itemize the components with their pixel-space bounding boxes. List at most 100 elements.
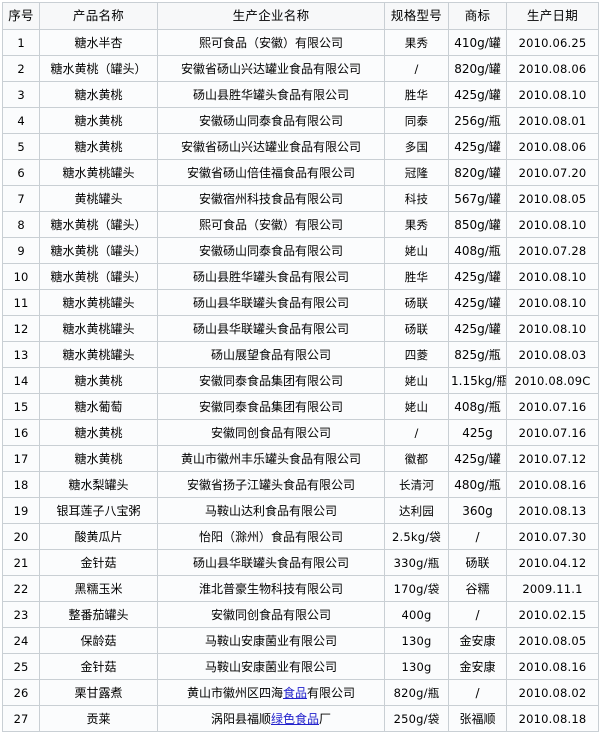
cell-enterprise-name: 安徽省砀山倍佳福食品有限公司 — [157, 159, 385, 186]
cell-product-name: 糖水黄桃 — [39, 81, 158, 108]
cell-sequence-number: 2 — [2, 55, 40, 82]
cell-production-date: 2010.07.12 — [506, 445, 599, 472]
cell-trademark: / — [448, 679, 507, 706]
table-row: 22 黑糯玉米 淮北普豪生物科技有限公司 170g/袋 谷糯 2009.11.1 — [2, 575, 599, 602]
cell-trademark: 砀联 — [448, 549, 507, 576]
cell-enterprise-name: 黄山市徽州丰乐罐头食品有限公司 — [157, 445, 385, 472]
enterprise-name-text: 黄山市徽州丰乐罐头食品有限公司 — [180, 451, 361, 466]
cell-specification: 科技 — [384, 185, 449, 212]
cell-sequence-number: 8 — [2, 211, 40, 238]
enterprise-name-text: 熙可食品（安徽）有限公司 — [198, 35, 343, 50]
enterprise-name-text: 安徽同泰食品集团有限公司 — [198, 373, 343, 388]
enterprise-name-link[interactable]: 食品 — [282, 685, 307, 700]
cell-sequence-number: 21 — [2, 549, 40, 576]
cell-production-date: 2010.08.02 — [506, 679, 599, 706]
cell-enterprise-name[interactable]: 涡阳县福顺绿色食品厂 — [157, 705, 385, 732]
cell-product-name: 金针菇 — [39, 549, 158, 576]
cell-enterprise-name: 马鞍山安康菌业有限公司 — [157, 653, 385, 680]
cell-product-name: 糖水黄桃（罐头） — [39, 211, 158, 238]
table-row: 12 糖水黄桃罐头 砀山县华联罐头食品有限公司 砀联 425g/罐 2010.08.10 — [2, 315, 599, 342]
cell-trademark: 谷糯 — [448, 575, 507, 602]
enterprise-name-text: 砀山县胜华罐头食品有限公司 — [192, 269, 349, 284]
cell-sequence-number: 20 — [2, 523, 40, 550]
cell-specification: 长清河 — [384, 471, 449, 498]
cell-enterprise-name[interactable]: 黄山市徽州区四海食品有限公司 — [157, 679, 385, 706]
enterprise-name-text: 砀山县胜华罐头食品有限公司 — [192, 87, 349, 102]
cell-enterprise-name: 砀山展望食品有限公司 — [157, 341, 385, 368]
cell-specification: 姥山 — [384, 237, 449, 264]
cell-specification: 170g/袋 — [384, 575, 449, 602]
cell-product-name: 糖水黄桃罐头 — [39, 289, 158, 316]
cell-product-name: 酸黄瓜片 — [39, 523, 158, 550]
table-row: 6 糖水黄桃罐头 安徽省砀山倍佳福食品有限公司 冠隆 820g/罐 2010.07.20 — [2, 159, 599, 186]
cell-production-date: 2010.08.09C — [506, 367, 599, 394]
cell-sequence-number: 6 — [2, 159, 40, 186]
cell-trademark: 425g/罐 — [448, 289, 507, 316]
cell-sequence-number: 10 — [2, 263, 40, 290]
cell-sequence-number: 11 — [2, 289, 40, 316]
cell-specification: 250g/袋 — [384, 705, 449, 732]
cell-trademark: 850g/罐 — [448, 211, 507, 238]
cell-sequence-number: 1 — [2, 29, 40, 56]
table-row: 23 整番茄罐头 安徽同创食品有限公司 400g/2010.02.15 — [2, 601, 599, 628]
cell-sequence-number: 14 — [2, 367, 40, 394]
cell-trademark: 张福顺 — [448, 705, 507, 732]
table-row: 17 糖水黄桃 黄山市徽州丰乐罐头食品有限公司 徽都 425g/罐 2010.07.12 — [2, 445, 599, 472]
cell-product-name: 金针菇 — [39, 653, 158, 680]
cell-specification: 130g — [384, 653, 449, 680]
cell-sequence-number: 5 — [2, 133, 40, 160]
cell-product-name: 糖水黄桃罐头 — [39, 159, 158, 186]
cell-production-date: 2010.08.03 — [506, 341, 599, 368]
cell-enterprise-name: 熙可食品（安徽）有限公司 — [157, 29, 385, 56]
table-row: 7 黄桃罐头 安徽宿州科技食品有限公司 科技 567g/罐 2010.08.05 — [2, 185, 599, 212]
enterprise-name-text: 砀山县华联罐头食品有限公司 — [192, 295, 349, 310]
cell-production-date: 2010.07.16 — [506, 393, 599, 420]
cell-production-date: 2010.08.05 — [506, 185, 599, 212]
cell-trademark: 金安康 — [448, 653, 507, 680]
cell-sequence-number: 16 — [2, 419, 40, 446]
cell-sequence-number: 18 — [2, 471, 40, 498]
cell-product-name: 银耳莲子八宝粥 — [39, 497, 158, 524]
cell-enterprise-name: 淮北普豪生物科技有限公司 — [157, 575, 385, 602]
enterprise-name-link[interactable]: 绿色食品 — [270, 711, 319, 726]
cell-sequence-number: 7 — [2, 185, 40, 212]
cell-production-date: 2010.08.10 — [506, 211, 599, 238]
cell-product-name: 糖水黄桃 — [39, 367, 158, 394]
enterprise-name-text: 怡阳（滁州）食品有限公司 — [198, 529, 343, 544]
cell-product-name: 黄桃罐头 — [39, 185, 158, 212]
cell-sequence-number: 27 — [2, 705, 40, 732]
table-row: 25 金针菇 马鞍山安康菌业有限公司 130g 金安康 2010.08.16 — [2, 653, 599, 680]
cell-specification: 徽都 — [384, 445, 449, 472]
cell-specification: 胜华 — [384, 263, 449, 290]
cell-specification: 达利园 — [384, 497, 449, 524]
cell-product-name: 糖水黄桃 — [39, 133, 158, 160]
cell-trademark: 425g/罐 — [448, 81, 507, 108]
cell-product-name: 糖水葡萄 — [39, 393, 158, 420]
enterprise-name-text: 安徽省砀山兴达罐业食品有限公司 — [180, 139, 361, 154]
cell-enterprise-name: 马鞍山达利食品有限公司 — [157, 497, 385, 524]
cell-production-date: 2010.06.25 — [506, 29, 599, 56]
enterprise-name-text: 马鞍山安康菌业有限公司 — [204, 633, 337, 648]
cell-trademark: 410g/罐 — [448, 29, 507, 56]
enterprise-name-text: 安徽同创食品有限公司 — [210, 607, 331, 622]
table-header: 序号 产品名称 生产企业名称 规格型号 商标 生产日期 — [2, 2, 599, 30]
cell-production-date: 2010.08.10 — [506, 263, 599, 290]
cell-product-name: 整番茄罐头 — [39, 601, 158, 628]
cell-product-name: 糖水黄桃 — [39, 419, 158, 446]
cell-trademark: 425g/罐 — [448, 263, 507, 290]
cell-production-date: 2010.08.06 — [506, 55, 599, 82]
cell-production-date: 2010.08.10 — [506, 289, 599, 316]
table-row: 16 糖水黄桃 安徽同创食品有限公司 /425g 2010.07.16 — [2, 419, 599, 446]
column-header-production-date: 生产日期 — [506, 2, 599, 30]
cell-production-date: 2010.08.18 — [506, 705, 599, 732]
cell-enterprise-name: 怡阳（滁州）食品有限公司 — [157, 523, 385, 550]
cell-specification: 姥山 — [384, 367, 449, 394]
cell-sequence-number: 12 — [2, 315, 40, 342]
cell-sequence-number: 13 — [2, 341, 40, 368]
table-row: 27 贡莱 涡阳县福顺绿色食品厂 250g/袋 张福顺 2010.08.18 — [2, 705, 599, 732]
enterprise-name-text: 安徽省砀山倍佳福食品有限公司 — [186, 165, 355, 180]
cell-production-date: 2010.07.16 — [506, 419, 599, 446]
cell-product-name: 糖水黄桃罐头 — [39, 341, 158, 368]
table-row: 2 糖水黄桃（罐头） 安徽省砀山兴达罐业食品有限公司 /820g/罐 2010.08.0… — [2, 55, 599, 82]
cell-specification: 砀联 — [384, 289, 449, 316]
